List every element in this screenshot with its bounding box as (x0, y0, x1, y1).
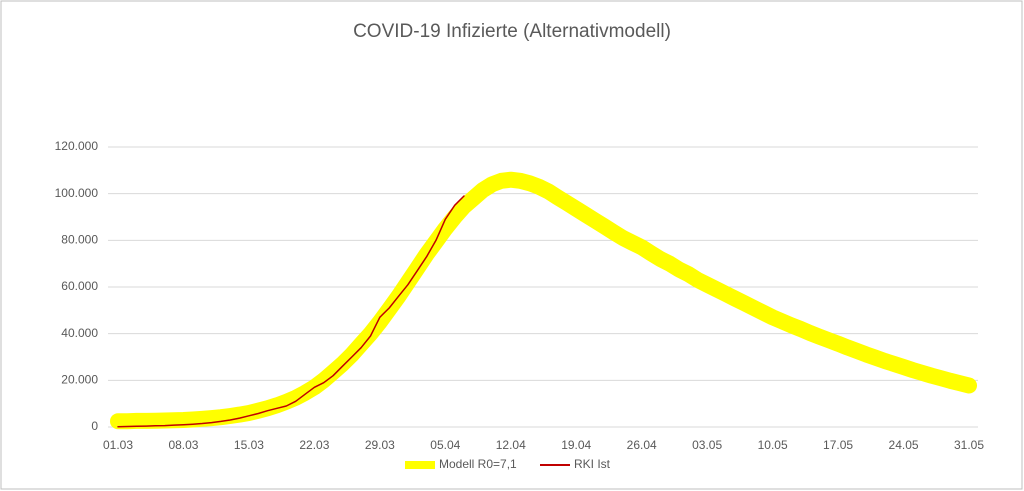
x-tick-label: 12.04 (496, 438, 526, 452)
x-tick-label: 24.05 (889, 438, 919, 452)
x-tick-label: 05.04 (430, 438, 460, 452)
series-line (117, 195, 465, 428)
x-tick-label: 10.05 (758, 438, 788, 452)
y-tick-label: 120.000 (55, 139, 99, 153)
x-tick-label: 17.05 (823, 438, 853, 452)
x-tick-label: 03.05 (692, 438, 722, 452)
x-tick-label: 29.03 (365, 438, 395, 452)
y-tick-label: 100.000 (55, 186, 99, 200)
y-tick-label: 80.000 (61, 233, 98, 247)
x-tick-label: 01.03 (103, 438, 133, 452)
legend-label: RKI Ist (574, 457, 611, 471)
y-tick-label: 60.000 (61, 279, 98, 293)
y-tick-label: 0 (91, 419, 98, 433)
x-tick-label: 26.04 (627, 438, 657, 452)
legend-label: Modell R0=7,1 (439, 457, 517, 471)
y-tick-label: 40.000 (61, 326, 98, 340)
chart-title: COVID-19 Infizierte (Alternativmodell) (353, 21, 671, 42)
x-tick-label: 31.05 (954, 438, 984, 452)
x-tick-label: 19.04 (561, 438, 591, 452)
x-tick-label: 08.03 (168, 438, 198, 452)
series-line (110, 171, 977, 430)
y-tick-label: 20.000 (61, 373, 98, 387)
x-tick-label: 15.03 (234, 438, 264, 452)
x-tick-label: 22.03 (299, 438, 329, 452)
